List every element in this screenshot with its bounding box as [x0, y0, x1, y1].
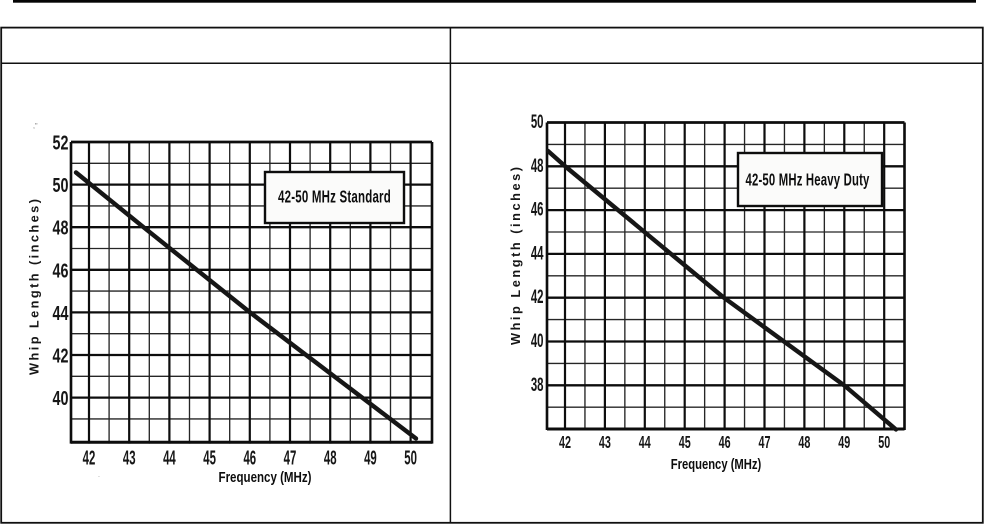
- svg-text:50: 50: [404, 447, 417, 469]
- svg-text:,'': ,'': [33, 123, 38, 130]
- svg-text:44: 44: [531, 244, 544, 265]
- svg-text:44: 44: [163, 447, 176, 469]
- svg-text:47: 47: [284, 447, 297, 469]
- svg-text:42: 42: [559, 433, 571, 452]
- svg-text:Whip Length (inches): Whip Length (inches): [27, 199, 42, 375]
- svg-text:46: 46: [719, 433, 731, 452]
- svg-text:44: 44: [53, 301, 69, 324]
- svg-text:48: 48: [798, 433, 810, 452]
- svg-text:46: 46: [53, 259, 69, 282]
- svg-text:46: 46: [243, 447, 256, 469]
- svg-text:Frequency (MHz): Frequency (MHz): [671, 455, 762, 472]
- svg-text:45: 45: [203, 447, 216, 469]
- svg-text:42: 42: [83, 447, 96, 469]
- svg-text:50: 50: [531, 112, 544, 133]
- svg-text:45: 45: [679, 433, 691, 452]
- svg-text:42-50 MHz Standard: 42-50 MHz Standard: [278, 187, 391, 207]
- svg-text:50: 50: [53, 174, 69, 197]
- svg-text:43: 43: [123, 447, 136, 469]
- svg-text:42: 42: [53, 344, 69, 367]
- svg-text:38: 38: [531, 375, 544, 396]
- svg-text:.: .: [98, 472, 100, 479]
- svg-text:49: 49: [364, 447, 377, 469]
- svg-text:47: 47: [758, 433, 770, 452]
- svg-text:42-50 MHz Heavy Duty: 42-50 MHz Heavy Duty: [745, 170, 869, 190]
- svg-text:48: 48: [53, 216, 69, 239]
- svg-text:48: 48: [324, 447, 337, 469]
- svg-text:49: 49: [838, 433, 850, 452]
- svg-text:43: 43: [599, 433, 611, 452]
- svg-text:Whip Length (inches): Whip Length (inches): [508, 167, 523, 345]
- svg-text:50: 50: [878, 433, 890, 452]
- svg-text:52: 52: [53, 131, 69, 154]
- svg-text:44: 44: [639, 433, 652, 452]
- svg-text:40: 40: [531, 331, 544, 352]
- svg-text:48: 48: [531, 156, 544, 177]
- svg-text:40: 40: [53, 387, 69, 410]
- svg-text:42: 42: [531, 287, 544, 308]
- svg-text:Frequency (MHz): Frequency (MHz): [219, 469, 312, 486]
- svg-text:46: 46: [531, 200, 544, 221]
